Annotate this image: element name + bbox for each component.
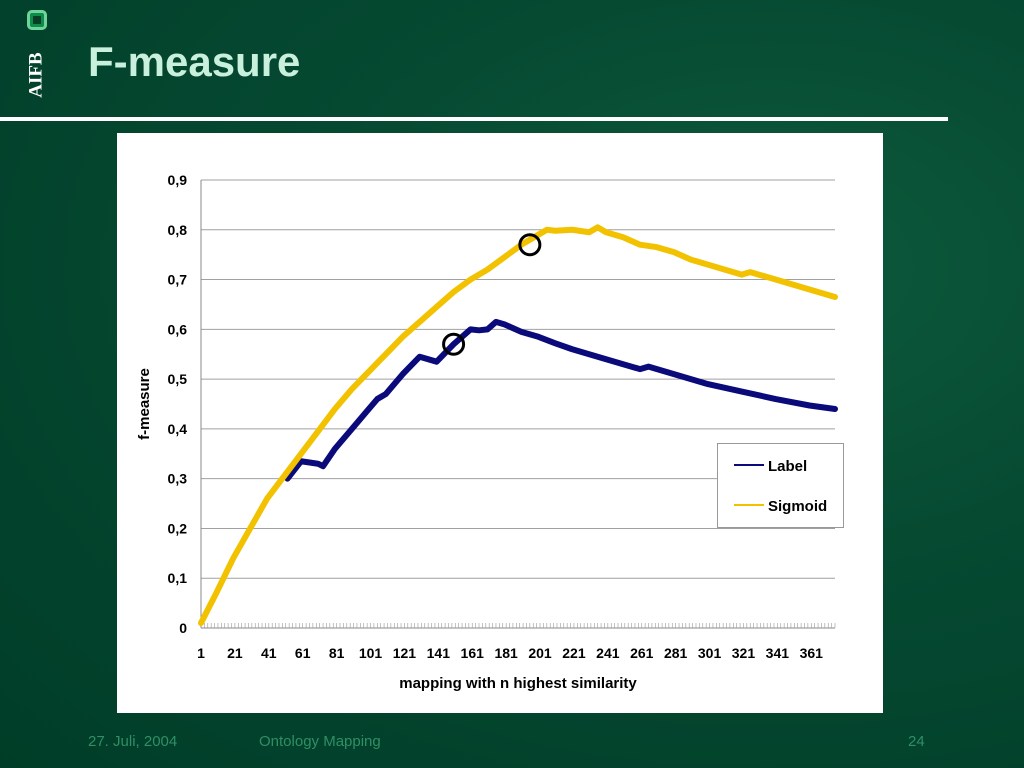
x-tick-label: 281 xyxy=(664,645,688,661)
x-tick-label: 261 xyxy=(630,645,654,661)
legend-item-sigmoid: Sigmoid xyxy=(734,498,827,515)
y-tick-label: 0,6 xyxy=(168,321,188,337)
chart-legend: Label Sigmoid xyxy=(717,443,844,528)
y-tick-label: 0,3 xyxy=(168,471,188,487)
x-tick-label: 341 xyxy=(766,645,790,661)
y-tick-label: 0,8 xyxy=(168,222,188,238)
f-measure-chart: 00,10,20,30,40,50,60,70,80,91 21 41 61 81 101… xyxy=(136,172,838,692)
x-tick-label: 301 xyxy=(698,645,722,661)
x-tick-label: 141 xyxy=(427,645,451,661)
x-tick-label: 121 xyxy=(393,645,417,661)
y-tick-label: 0,7 xyxy=(168,272,188,288)
chart-panel: 0 0,1 0,2 0,3 0,4 0,5 0,6 0,7 0,8 0,9 1 21 41 61 81 101… xyxy=(117,133,883,713)
aifb-logo: AIFB xyxy=(24,6,54,106)
footer-date: 27. Juli, 2004 xyxy=(88,733,178,750)
x-tick-label: 361 xyxy=(800,645,824,661)
x-tick-label: 321 xyxy=(732,645,756,661)
series-line-sigmoid xyxy=(198,224,838,627)
x-axis-label: mapping with n highest similarity xyxy=(399,675,637,692)
annotation-circle-sigmoid xyxy=(518,233,542,257)
x-tick-label: 61 xyxy=(295,645,311,661)
y-tick-label: 0,1 xyxy=(168,570,188,586)
x-tick-label: 81 xyxy=(329,645,345,661)
legend-label-text: Label xyxy=(768,458,808,475)
y-tick-label: 0,9 xyxy=(168,172,188,188)
y-tick-label: 0,5 xyxy=(168,371,188,387)
annotation-circle-label xyxy=(442,332,466,356)
footer-topic: Ontology Mapping xyxy=(259,733,381,750)
x-tick-label: 161 xyxy=(461,645,485,661)
x-tick-label: 221 xyxy=(562,645,586,661)
slide-title: F-measure xyxy=(88,38,301,85)
logo-square-icon xyxy=(27,10,47,30)
y-tick-label: 0 xyxy=(179,620,187,636)
y-axis-label: f-measure xyxy=(136,368,153,440)
logo-text: AIFB xyxy=(25,52,47,98)
x-tick-label: 181 xyxy=(494,645,518,661)
x-tick-label: 21 xyxy=(227,645,243,661)
legend-sigmoid-text: Sigmoid xyxy=(768,498,828,515)
y-tick-label: 0,2 xyxy=(168,520,188,536)
legend-swatch-label xyxy=(734,464,764,467)
x-tick-label: 1 xyxy=(197,645,205,661)
x-tick-label: 101 xyxy=(359,645,383,661)
title-divider xyxy=(0,117,948,121)
legend-item-label: Label xyxy=(734,458,807,475)
legend-swatch-sigmoid xyxy=(734,504,764,507)
y-tick-label: 0,4 xyxy=(168,421,188,437)
footer-page-number: 24 xyxy=(908,733,925,750)
series-line-label xyxy=(284,318,838,482)
x-tick-label: 201 xyxy=(528,645,552,661)
x-tick-label: 41 xyxy=(261,645,277,661)
x-tick-label: 241 xyxy=(596,645,620,661)
